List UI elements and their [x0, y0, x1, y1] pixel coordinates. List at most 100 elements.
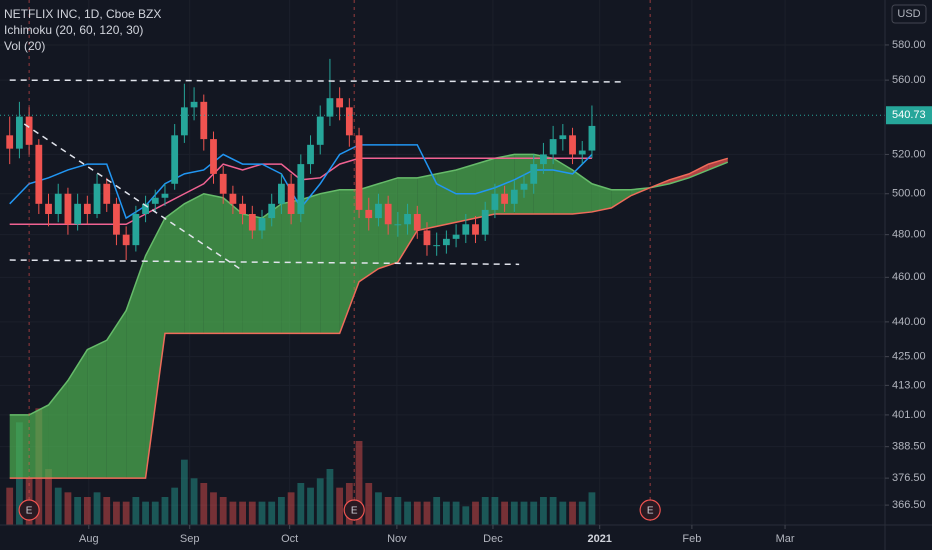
cloud-segment	[359, 183, 379, 282]
y-tick-label: 401.00	[892, 409, 926, 421]
y-tick-label: 460.00	[892, 271, 926, 283]
x-tick-label: 2021	[587, 533, 611, 545]
volume-bar	[510, 501, 518, 525]
last-price-label: 540.73	[892, 109, 926, 121]
candle-body	[442, 238, 450, 246]
candle-body	[365, 209, 373, 219]
candle-body	[248, 213, 256, 231]
earnings-label: E	[647, 506, 654, 517]
volume-bar	[151, 501, 159, 525]
volume-bar	[6, 487, 14, 525]
y-tick-label: 560.00	[892, 74, 926, 86]
trend-line	[9, 79, 625, 83]
cloud-segment	[223, 197, 243, 334]
candle-body	[219, 173, 227, 194]
candle-body	[413, 213, 421, 231]
volume-bar	[74, 497, 82, 525]
volume-bar	[210, 492, 217, 525]
volume-bar	[142, 501, 149, 525]
candle-body	[93, 183, 101, 214]
cloud-segment	[417, 173, 437, 231]
axis-layer: 580.00 560.00 520.00 500.00 480.00 460.00 440.…	[79, 39, 932, 545]
candle-body	[588, 125, 596, 151]
cloud-segment	[126, 255, 146, 479]
candle-body	[510, 189, 518, 204]
candle-body	[278, 183, 285, 204]
x-tick-label: Mar	[776, 533, 795, 545]
candle-body	[501, 193, 509, 204]
candle-body	[287, 183, 295, 214]
span-b-line	[9, 157, 729, 479]
y-tick-label: 425.00	[892, 351, 926, 363]
span-a-line	[9, 153, 729, 416]
volume-bar	[588, 492, 596, 525]
currency-label[interactable]: USD	[897, 8, 920, 20]
cloud-segment	[87, 340, 107, 479]
candle-body	[394, 224, 402, 226]
volume-bar	[200, 483, 208, 525]
volume-bar	[316, 478, 324, 525]
candle-body	[122, 234, 130, 246]
cloud-segment	[184, 193, 204, 334]
volume-bar	[413, 501, 421, 525]
volume-bar	[326, 469, 334, 525]
volume-bar	[132, 497, 140, 525]
volume-bar	[578, 501, 586, 525]
earnings-marker	[18, 499, 40, 521]
candle-body	[384, 203, 392, 225]
candle-body	[268, 203, 276, 219]
candle-body	[258, 218, 266, 231]
volume-bar	[45, 469, 52, 525]
candle-body	[326, 98, 334, 117]
volume-bar	[375, 492, 382, 525]
cloud-segment	[436, 169, 457, 227]
y-tick-label: 440.00	[892, 316, 926, 328]
cloud-segment	[688, 164, 709, 178]
candle-body	[569, 135, 576, 155]
y-tick-label: 500.00	[892, 188, 926, 200]
volume-bar	[336, 487, 344, 525]
candle-body	[530, 164, 538, 184]
volume-bar	[219, 497, 227, 525]
x-tick-label: Dec	[483, 533, 503, 545]
volume-bar	[297, 483, 305, 525]
cloud-segment	[320, 189, 340, 334]
candle-body	[239, 203, 246, 214]
volume-bar	[64, 492, 72, 525]
volume-bar	[472, 501, 479, 525]
y-tick-label: 388.50	[892, 441, 926, 453]
candle-body	[54, 193, 62, 214]
volume-bar	[540, 497, 547, 525]
last-price-box	[886, 106, 932, 125]
volume-bar	[481, 497, 489, 525]
volume-bar	[248, 501, 256, 525]
earnings-label: E	[351, 506, 358, 517]
volume-bar	[491, 497, 499, 525]
volume-bar	[93, 492, 101, 525]
volume-bar	[384, 497, 392, 525]
candle-body	[433, 245, 441, 247]
cloud-segment	[242, 213, 263, 334]
volume-bar	[433, 497, 441, 525]
cloud-segment	[611, 189, 631, 208]
candle-body	[74, 203, 82, 225]
volume-bar	[355, 441, 363, 525]
volume-bar	[549, 497, 557, 525]
cloud-segment	[475, 158, 495, 219]
volume-bar	[530, 501, 538, 525]
candle-body	[142, 203, 149, 214]
candle-body	[25, 116, 33, 145]
volume-bar	[307, 487, 314, 525]
candle-body	[423, 230, 431, 246]
candle-layer	[6, 58, 596, 261]
candle-body	[481, 209, 489, 235]
cloud-segment	[591, 183, 612, 212]
candle-body	[190, 101, 198, 108]
candle-body	[229, 193, 237, 204]
currency-box[interactable]	[891, 4, 927, 24]
earnings-marker	[639, 499, 661, 521]
earnings-label: E	[26, 506, 33, 517]
candle-body	[200, 101, 208, 140]
